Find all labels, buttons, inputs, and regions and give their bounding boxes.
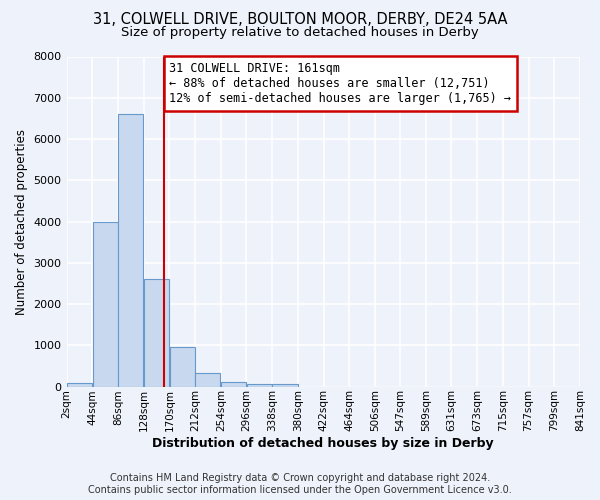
Bar	[196, 373, 220, 386]
Text: 31 COLWELL DRIVE: 161sqm
← 88% of detached houses are smaller (12,751)
12% of se: 31 COLWELL DRIVE: 161sqm ← 88% of detach…	[169, 62, 511, 105]
Bar	[67, 384, 92, 386]
Bar	[272, 384, 298, 386]
X-axis label: Distribution of detached houses by size in Derby: Distribution of detached houses by size …	[152, 437, 494, 450]
Y-axis label: Number of detached properties: Number of detached properties	[15, 128, 28, 314]
Bar	[247, 384, 272, 386]
Bar	[118, 114, 143, 386]
Bar	[170, 348, 195, 387]
Bar	[144, 280, 169, 386]
Text: Contains HM Land Registry data © Crown copyright and database right 2024.
Contai: Contains HM Land Registry data © Crown c…	[88, 474, 512, 495]
Text: Size of property relative to detached houses in Derby: Size of property relative to detached ho…	[121, 26, 479, 39]
Text: 31, COLWELL DRIVE, BOULTON MOOR, DERBY, DE24 5AA: 31, COLWELL DRIVE, BOULTON MOOR, DERBY, …	[93, 12, 507, 28]
Bar	[92, 222, 118, 386]
Bar	[221, 382, 246, 386]
